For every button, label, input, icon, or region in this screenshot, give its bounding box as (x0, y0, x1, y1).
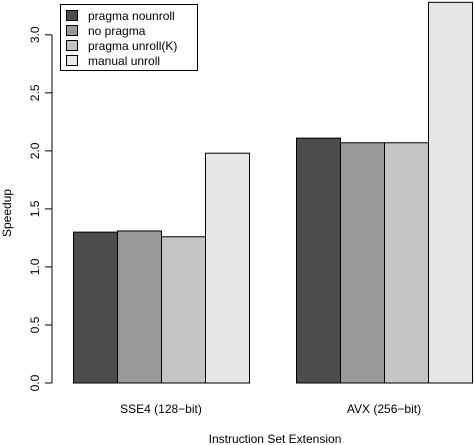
x-tick-label: SSE4 (128−bit) (120, 402, 202, 416)
x-tick-labels: SSE4 (128−bit) AVX (256−bit) (120, 402, 421, 416)
legend-label: pragma unroll(K) (88, 39, 177, 53)
y-tick-label: 0.0 (28, 374, 42, 391)
legend-label: manual unroll (88, 54, 160, 68)
legend-label: pragma nounroll (88, 9, 175, 23)
y-tick-label: 2.5 (28, 84, 42, 101)
bar-manual-unroll-2 (428, 1, 473, 384)
y-tick-label: 1.0 (28, 258, 42, 275)
bars-layer (73, 1, 473, 384)
bar-pragma-nounroll-2 (296, 137, 341, 384)
bar-pragma-unroll-k--2 (384, 142, 429, 384)
y-tick-label: 1.5 (28, 200, 42, 217)
bar-no-pragma-2 (340, 142, 385, 384)
legend-swatch (66, 25, 78, 36)
bar-manual-unroll-1 (205, 152, 250, 384)
legend-label: no pragma (88, 24, 146, 38)
x-tick-label: AVX (256−bit) (347, 402, 421, 416)
y-tick-label: 2.0 (28, 142, 42, 159)
y-axis: 0.0 0.5 1.0 1.5 2.0 2.5 3.0 (28, 26, 53, 391)
legend-swatch (66, 10, 78, 21)
legend-swatch (66, 55, 78, 66)
legend-swatch (66, 40, 78, 51)
bar-pragma-unroll-k--1 (161, 236, 206, 384)
bar-no-pragma-1 (117, 230, 162, 384)
legend-box (60, 4, 198, 71)
x-axis-title: Instruction Set Extension (209, 432, 342, 445)
y-tick-label: 0.5 (28, 316, 42, 333)
y-tick-label: 3.0 (28, 26, 42, 43)
y-axis-title: Speedup (0, 189, 14, 237)
bar-pragma-nounroll-1 (73, 231, 118, 384)
